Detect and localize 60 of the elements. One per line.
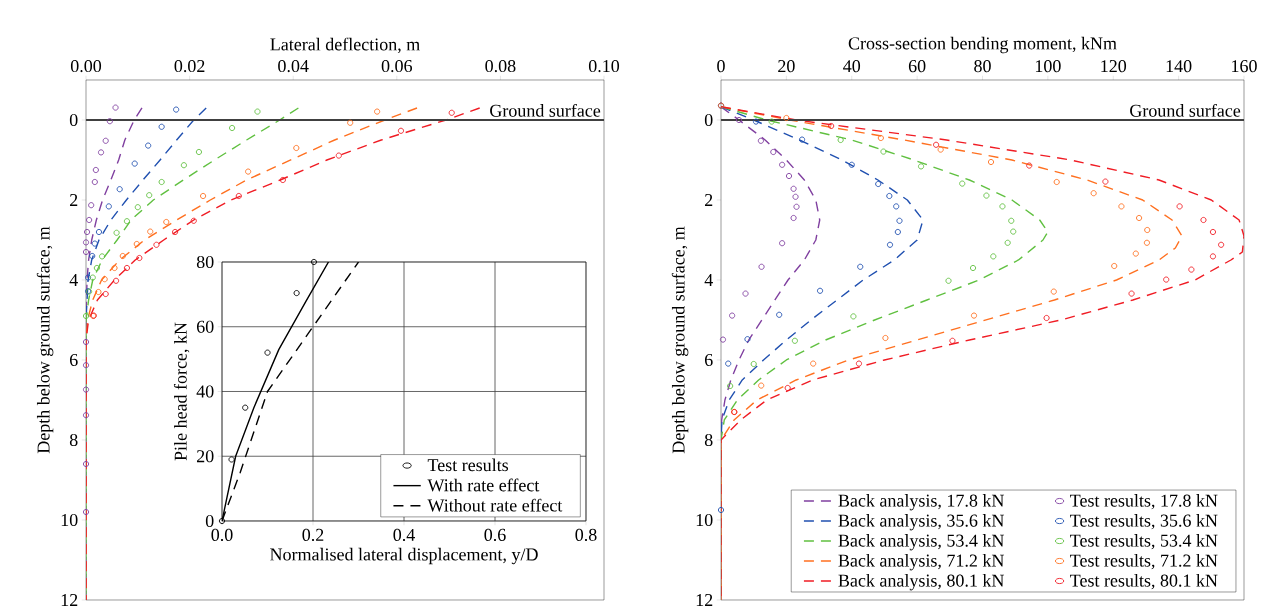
legend-label: Test results, 35.6 kN (1070, 514, 1218, 530)
legend-label: Test results, 80.1 kN (1070, 573, 1218, 590)
y-tick-label: 12 (696, 594, 713, 606)
legend-label: Back analysis, 71.2 kN (838, 554, 1005, 571)
ref-line-label: Ground surface (490, 103, 601, 117)
x-tick-label: 20 (778, 60, 795, 73)
y-tick-label: 0 (69, 113, 78, 127)
x-tick-label: 0.8 (575, 528, 597, 542)
y-tick-label: 2 (69, 194, 78, 206)
x-axis-title: Lateral deflection, m (270, 37, 420, 54)
x-tick-label: 120 (1101, 60, 1127, 73)
x-tick-label: 0.10 (588, 59, 620, 73)
legend-label: Without rate effect (427, 498, 563, 512)
y-tick-label: 60 (196, 320, 214, 333)
legend-label: Test results, 53.4 kN (1070, 534, 1218, 550)
x-tick-label: 0.02 (174, 59, 205, 73)
y-axis-title: Depth below ground surface, m (36, 226, 54, 454)
x-axis-title: Cross-section bending moment, kNm (848, 36, 1117, 54)
x-tick-label: 0.2 (302, 528, 324, 542)
x-tick-label: 80 (974, 60, 991, 73)
legend-label: With rate effect (427, 478, 540, 492)
x-axis-title: Normalised lateral displacement, y/D (270, 547, 538, 565)
legend-label: Back analysis, 35.6 kN (838, 514, 1005, 531)
y-tick-label: 2 (704, 194, 713, 206)
y-tick-label: 8 (69, 433, 78, 447)
y-tick-label: 40 (196, 385, 214, 398)
x-tick-label: 0.6 (484, 528, 506, 542)
x-tick-label: 160 (1232, 60, 1257, 73)
y-tick-label: 6 (69, 353, 78, 367)
x-tick-label: 0.08 (485, 59, 516, 73)
legend-label: Test results (427, 458, 509, 472)
x-tick-label: 140 (1166, 60, 1192, 73)
y-tick-label: 4 (69, 274, 78, 286)
y-tick-label: 8 (704, 433, 713, 447)
legend-label: Back analysis, 80.1 kN (838, 573, 1005, 591)
x-tick-label: 0.00 (70, 59, 102, 73)
x-tick-label: 100 (1035, 60, 1061, 73)
legend-label: Back analysis, 53.4 kN (838, 534, 1005, 551)
y-tick-label: 80 (196, 255, 214, 269)
x-tick-label: 40 (843, 60, 861, 73)
y-tick-label: 0 (205, 514, 214, 528)
x-tick-label: 0.04 (278, 59, 309, 73)
y-tick-label: 10 (61, 513, 78, 527)
legend-label: Test results, 17.8 kN (1070, 494, 1218, 510)
x-tick-label: 0.0 (211, 528, 233, 542)
y-tick-label: 6 (704, 353, 713, 367)
y-axis-title: Pile head force, kN (173, 322, 190, 461)
y-tick-label: 10 (696, 513, 713, 527)
y-axis-title: Depth below ground surface, m (671, 226, 689, 454)
legend-label: Back analysis, 17.8 kN (838, 494, 1005, 511)
x-tick-label: 0 (717, 60, 725, 73)
y-tick-label: 20 (196, 450, 214, 463)
y-tick-label: 4 (704, 274, 713, 286)
x-tick-label: 0.4 (393, 528, 415, 542)
y-tick-label: 12 (61, 594, 78, 606)
legend-label: Test results, 71.2 kN (1070, 554, 1218, 570)
x-tick-label: 60 (908, 60, 926, 73)
ref-line-label: Ground surface (1130, 103, 1241, 117)
x-tick-label: 0.06 (381, 59, 413, 73)
y-tick-label: 0 (704, 113, 713, 127)
